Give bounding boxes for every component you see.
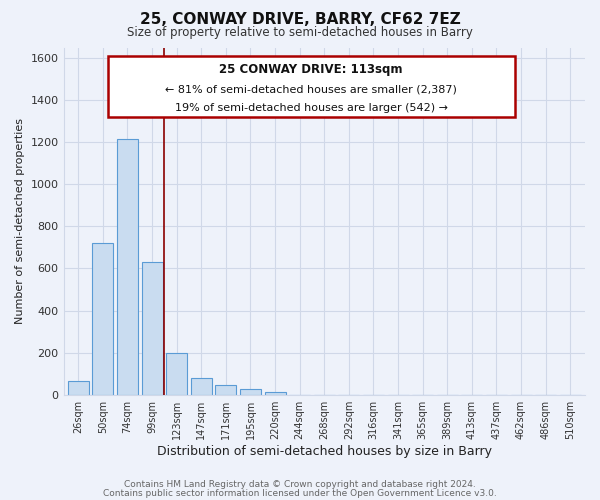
Text: Contains public sector information licensed under the Open Government Licence v3: Contains public sector information licen… — [103, 489, 497, 498]
FancyBboxPatch shape — [108, 56, 515, 117]
Bar — [92, 243, 113, 394]
Bar — [240, 390, 261, 394]
Text: 19% of semi-detached houses are larger (542) →: 19% of semi-detached houses are larger (… — [175, 103, 448, 113]
Text: 25, CONWAY DRIVE, BARRY, CF62 7EZ: 25, CONWAY DRIVE, BARRY, CF62 7EZ — [140, 12, 460, 28]
Bar — [215, 385, 236, 394]
Bar — [166, 352, 187, 395]
X-axis label: Distribution of semi-detached houses by size in Barry: Distribution of semi-detached houses by … — [157, 444, 492, 458]
Text: 25 CONWAY DRIVE: 113sqm: 25 CONWAY DRIVE: 113sqm — [220, 63, 403, 76]
Text: ← 81% of semi-detached houses are smaller (2,387): ← 81% of semi-detached houses are smalle… — [165, 84, 457, 94]
Text: Size of property relative to semi-detached houses in Barry: Size of property relative to semi-detach… — [127, 26, 473, 39]
Y-axis label: Number of semi-detached properties: Number of semi-detached properties — [15, 118, 25, 324]
Bar — [68, 381, 89, 394]
Bar — [191, 378, 212, 394]
Bar — [117, 139, 138, 394]
Bar — [265, 392, 286, 394]
Text: Contains HM Land Registry data © Crown copyright and database right 2024.: Contains HM Land Registry data © Crown c… — [124, 480, 476, 489]
Bar — [142, 262, 163, 394]
